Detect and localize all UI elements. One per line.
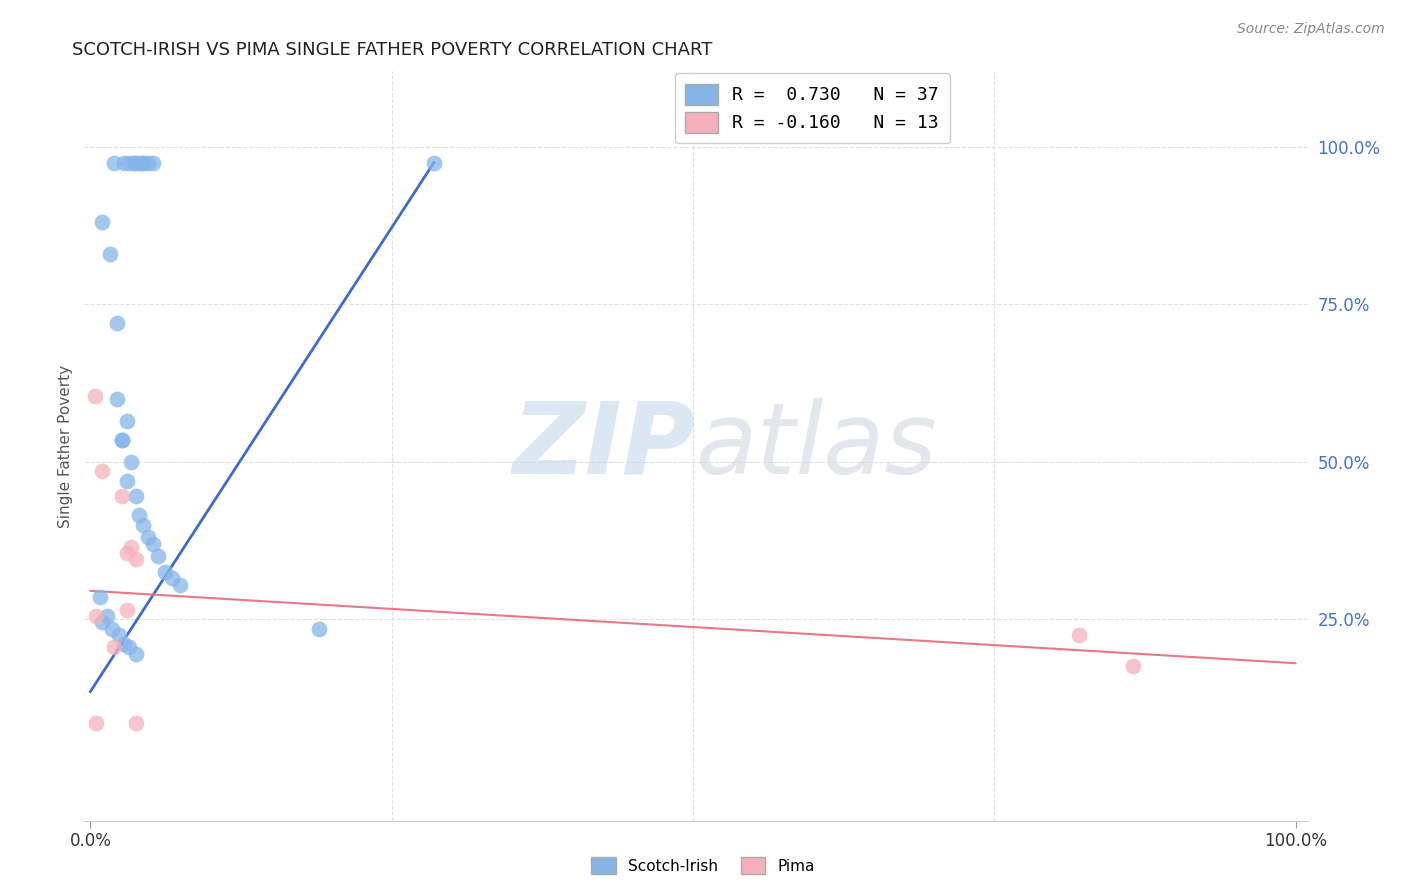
Point <box>136 530 159 544</box>
Point <box>111 433 134 447</box>
Point <box>1067 628 1090 642</box>
Point <box>84 389 107 403</box>
Point <box>86 609 108 624</box>
Point <box>423 155 446 169</box>
Point <box>91 464 114 478</box>
Point <box>108 628 131 642</box>
Point <box>169 577 191 591</box>
Text: Source: ZipAtlas.com: Source: ZipAtlas.com <box>1237 22 1385 37</box>
Legend: R =  0.730   N = 37, R = -0.160   N = 13: R = 0.730 N = 37, R = -0.160 N = 13 <box>675 73 950 144</box>
Point <box>105 316 128 330</box>
Point <box>125 489 148 503</box>
Text: SCOTCH-IRISH VS PIMA SINGLE FATHER POVERTY CORRELATION CHART: SCOTCH-IRISH VS PIMA SINGLE FATHER POVER… <box>72 41 713 59</box>
Point <box>125 155 148 169</box>
Point <box>120 455 142 469</box>
Point <box>142 536 165 550</box>
Point <box>105 392 128 406</box>
Y-axis label: Single Father Poverty: Single Father Poverty <box>58 365 73 527</box>
Point <box>96 609 118 624</box>
Legend: Scotch-Irish, Pima: Scotch-Irish, Pima <box>585 851 821 880</box>
Text: ZIP: ZIP <box>513 398 696 494</box>
Point <box>308 622 330 636</box>
Point <box>115 474 138 488</box>
Point <box>129 155 152 169</box>
Point <box>146 549 169 564</box>
Point <box>115 546 138 560</box>
Point <box>120 540 142 554</box>
Point <box>118 640 141 655</box>
Point <box>101 622 124 636</box>
Point <box>103 640 125 655</box>
Point <box>115 603 138 617</box>
Point <box>142 155 165 169</box>
Point <box>91 615 114 630</box>
Point <box>111 433 134 447</box>
Point <box>115 414 138 428</box>
Point <box>91 215 114 229</box>
Point <box>132 517 155 532</box>
Point <box>112 637 135 651</box>
Point <box>98 247 121 261</box>
Point <box>86 716 108 731</box>
Text: atlas: atlas <box>696 398 938 494</box>
Point <box>125 716 148 731</box>
Point <box>125 647 148 661</box>
Point <box>103 155 125 169</box>
Point <box>1122 659 1144 673</box>
Point <box>118 155 141 169</box>
Point <box>162 571 184 585</box>
Point <box>136 155 159 169</box>
Point <box>153 565 176 579</box>
Point <box>112 155 135 169</box>
Point <box>89 590 111 604</box>
Point <box>128 508 150 523</box>
Point <box>132 155 155 169</box>
Point <box>125 552 148 566</box>
Point <box>111 489 134 503</box>
Point <box>122 155 145 169</box>
